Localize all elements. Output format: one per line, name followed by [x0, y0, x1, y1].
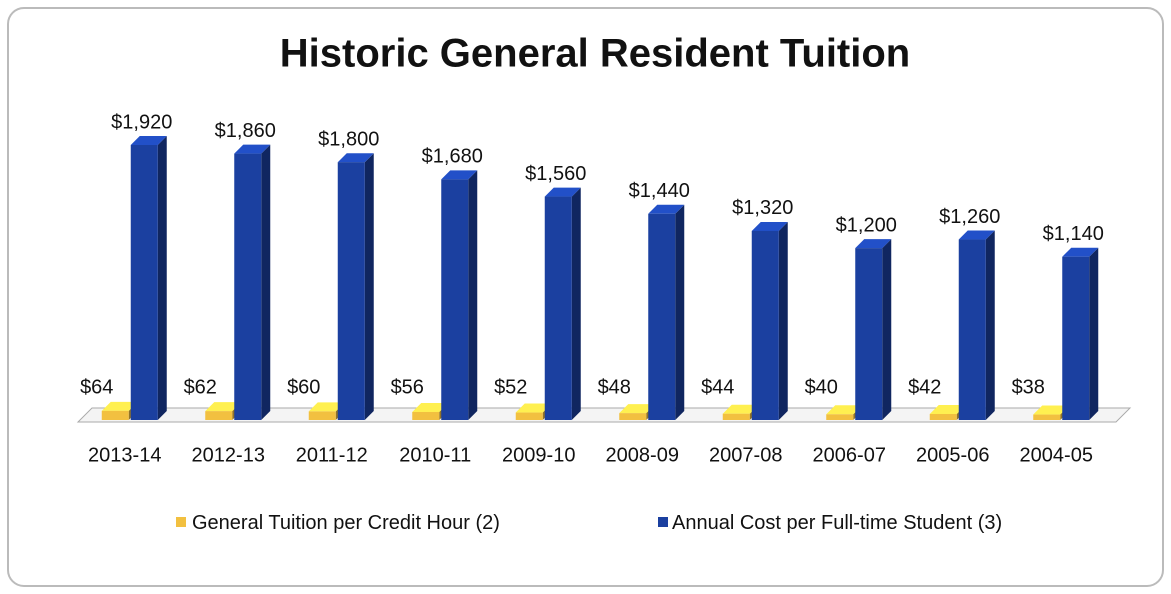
bar — [855, 239, 892, 420]
bar — [1062, 247, 1099, 420]
bar-top — [929, 404, 966, 414]
bar-top — [619, 404, 656, 414]
legend-label: Annual Cost per Full-time Student (3) — [672, 512, 1003, 534]
bar-side — [261, 144, 271, 420]
legend-swatch — [658, 517, 668, 527]
data-label: $1,560 — [525, 163, 586, 185]
x-tick-label: 2008-09 — [606, 444, 679, 466]
bar-side — [675, 204, 685, 420]
frame — [7, 7, 1164, 587]
bar-top — [648, 204, 685, 214]
bar-front — [234, 153, 262, 420]
x-tick-label: 2007-08 — [709, 444, 782, 466]
bar-top — [826, 405, 863, 415]
x-tick-label: 2006-07 — [813, 444, 886, 466]
data-label: $1,320 — [732, 197, 793, 219]
data-label: $62 — [184, 376, 217, 398]
data-label: $1,200 — [836, 214, 897, 236]
bar-front — [101, 410, 129, 420]
bar-top — [130, 136, 167, 145]
chart-title: Historic General Resident Tuition — [280, 32, 910, 76]
bar-front — [515, 412, 543, 420]
data-label: $1,860 — [215, 120, 276, 142]
data-label: $1,800 — [318, 128, 379, 150]
legend-swatch — [176, 517, 186, 527]
bar-top — [544, 187, 581, 197]
data-label: $64 — [80, 376, 113, 398]
bar-top — [234, 144, 271, 154]
bar-front — [441, 179, 469, 420]
bar-top — [1062, 247, 1099, 257]
bar-top — [1033, 405, 1070, 415]
bar-side — [778, 221, 788, 420]
data-label: $40 — [805, 376, 838, 398]
bar-top — [855, 239, 892, 249]
bar-top — [308, 402, 345, 412]
bar-front — [751, 230, 779, 420]
bar-front — [337, 162, 365, 420]
bar — [648, 204, 685, 420]
bar-top — [101, 401, 138, 411]
x-tick-label: 2010-11 — [399, 444, 471, 466]
bar — [544, 187, 581, 420]
bar — [751, 221, 788, 420]
bar-front — [1062, 256, 1090, 420]
bar — [958, 230, 995, 420]
x-tick-label: 2011-12 — [296, 444, 368, 466]
bar-front — [1033, 414, 1061, 420]
bar-top — [441, 170, 478, 180]
bar-side — [571, 187, 581, 420]
bar-front — [619, 413, 647, 420]
bar-front — [648, 213, 676, 420]
data-label: $48 — [598, 376, 631, 398]
data-label: $60 — [287, 376, 320, 398]
bar-front — [544, 196, 572, 420]
data-label: $1,140 — [1043, 223, 1104, 245]
bar-front — [130, 145, 158, 420]
bar-top — [205, 402, 242, 412]
bar-front — [929, 413, 957, 420]
data-label: $1,920 — [111, 111, 172, 133]
bar — [337, 153, 374, 420]
bar-side — [1089, 247, 1099, 420]
bar-front — [855, 248, 883, 420]
bar-side — [468, 170, 478, 420]
bar — [441, 170, 478, 420]
bar-front — [722, 413, 750, 420]
x-tick-label: 2013-14 — [88, 444, 161, 466]
bar-front — [412, 411, 440, 420]
data-label: $1,440 — [629, 180, 690, 202]
x-tick-label: 2004-05 — [1020, 444, 1093, 466]
bar-front — [958, 239, 986, 420]
x-tick-label: 2009-10 — [502, 444, 575, 466]
data-label: $42 — [908, 376, 941, 398]
bar-front — [826, 414, 854, 420]
bar-side — [882, 239, 892, 420]
data-label: $1,680 — [422, 146, 483, 168]
x-tick-label: 2012-13 — [192, 444, 265, 466]
bar-top — [751, 221, 788, 231]
bar-front — [205, 411, 233, 420]
legend-label: General Tuition per Credit Hour (2) — [192, 512, 500, 534]
bar-side — [364, 153, 374, 420]
bar-side — [157, 136, 167, 420]
bar-top — [722, 404, 759, 414]
bar — [234, 144, 271, 420]
bar-top — [412, 402, 449, 412]
data-label: $38 — [1012, 376, 1045, 398]
bar-top — [337, 153, 374, 163]
bar — [130, 136, 167, 420]
data-label: $56 — [391, 376, 424, 398]
x-tick-label: 2005-06 — [916, 444, 989, 466]
bar-front — [308, 411, 336, 420]
data-label: $44 — [701, 376, 734, 398]
data-label: $52 — [494, 376, 527, 398]
data-label: $1,260 — [939, 206, 1000, 228]
bar-top — [958, 230, 995, 240]
bar-top — [515, 403, 552, 413]
bar-side — [985, 230, 995, 420]
